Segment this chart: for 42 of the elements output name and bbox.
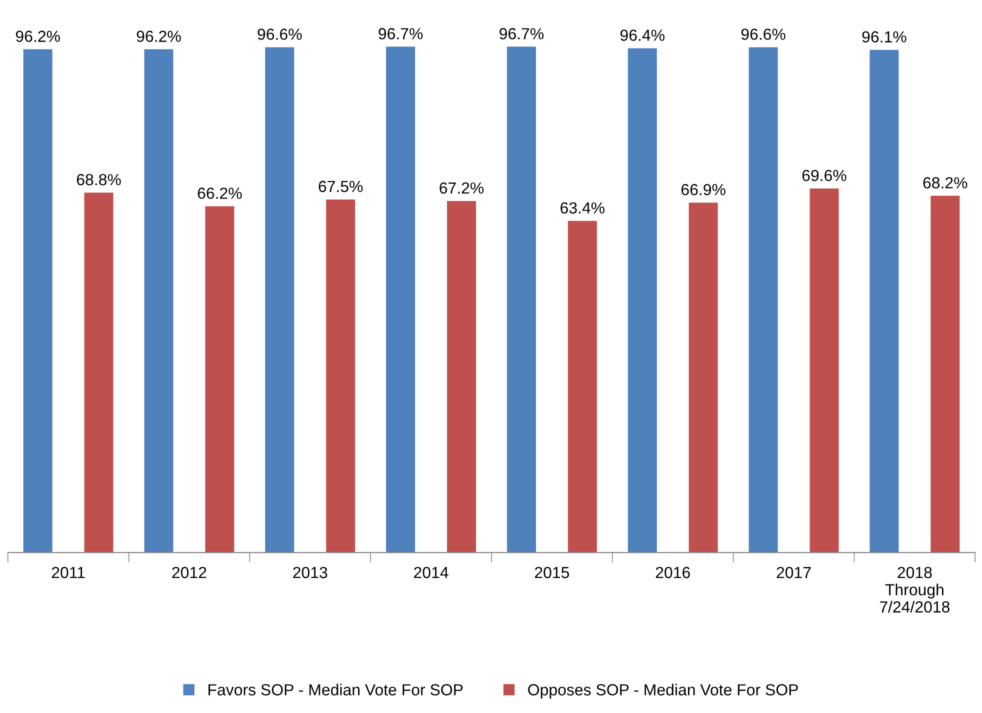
x-tick-label: 2017 (776, 566, 811, 578)
data-label: 96.7% (378, 28, 423, 40)
bar (265, 47, 294, 553)
data-label: 68.2% (923, 177, 968, 188)
bar (870, 50, 899, 553)
legend-label: Opposes SOP - Median Vote For SOP (528, 684, 798, 699)
bar (446, 201, 476, 553)
bar (930, 196, 960, 553)
bar (688, 202, 718, 553)
x-tick-label: 2011 (52, 566, 85, 578)
data-label: 66.2% (198, 188, 242, 199)
bar (506, 46, 536, 553)
bar (810, 188, 839, 553)
bar (628, 48, 657, 553)
data-label: 96.2% (16, 30, 60, 42)
data-label: 67.5% (318, 180, 363, 192)
data-label: 96.6% (741, 28, 786, 40)
x-tick-label: 2012 (172, 566, 206, 578)
data-label: 69.6% (802, 170, 846, 182)
data-label: 96.7% (500, 28, 544, 40)
x-tick-label: 2013 (293, 566, 328, 578)
data-label: 67.2% (440, 182, 484, 194)
data-label: 96.4% (620, 30, 664, 41)
data-label: 63.4% (560, 202, 604, 214)
legend-label: Favors SOP - Median Vote For SOP (208, 684, 463, 696)
bar (144, 49, 174, 553)
data-label: 96.2% (136, 30, 181, 42)
x-tick-label: 2015 (534, 566, 570, 578)
data-label: 96.6% (258, 28, 302, 40)
bar (205, 206, 234, 553)
bar (23, 49, 52, 553)
data-label: 66.9% (681, 184, 726, 196)
bar (84, 192, 114, 553)
bar (568, 220, 597, 553)
bar (386, 46, 416, 553)
bar (748, 47, 778, 553)
bar (326, 199, 356, 553)
x-tick-label: 2018 Through 7/24/2018 (880, 566, 950, 613)
data-label: 96.1% (862, 31, 906, 42)
data-label: 68.8% (76, 174, 121, 186)
x-tick-label: 2014 (414, 566, 448, 578)
x-tick-label: 2016 (656, 566, 690, 578)
